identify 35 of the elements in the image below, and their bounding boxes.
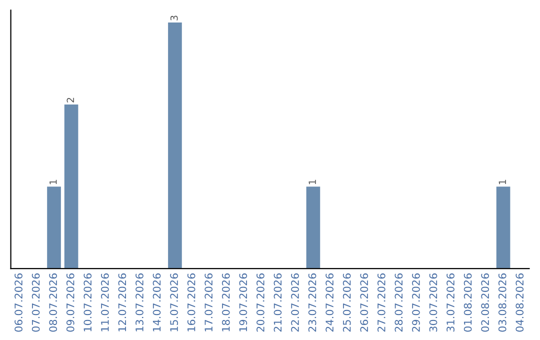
x-tick-label: 13.07.2026 [136, 273, 144, 332]
x-tick-label: 24.07.2026 [326, 273, 334, 332]
x-tick-label: 03.08.2026 [498, 273, 506, 332]
x-tick-label: 31.07.2026 [446, 273, 454, 332]
x-tick-label: 15.07.2026 [170, 273, 178, 332]
x-tick-label: 21.07.2026 [274, 273, 282, 332]
x-tick-label: 06.07.2026 [14, 273, 22, 332]
x-tick-label: 28.07.2026 [394, 273, 403, 332]
data-label: 1 [498, 180, 506, 184]
x-tick-label: 18.07.2026 [222, 273, 230, 332]
data-label: 2 [66, 98, 74, 102]
x-tick-label: 16.07.2026 [187, 273, 196, 332]
data-label: 3 [170, 16, 178, 20]
x-tick-label: 01.08.2026 [464, 273, 472, 332]
x-tick-label: 29.07.2026 [412, 273, 420, 332]
data-label: 1 [308, 180, 316, 184]
x-tick-label: 17.07.2026 [204, 273, 213, 332]
x-tick-label: 26.07.2026 [360, 273, 368, 332]
x-tick-label: 20.07.2026 [256, 273, 264, 332]
x-tick-label: 04.08.2026 [516, 273, 524, 332]
x-tick-label: 11.07.2026 [100, 273, 109, 332]
x-tick-label: 02.08.2026 [481, 273, 490, 332]
x-tick-label: 27.07.2026 [377, 273, 386, 332]
x-tick-label: 12.07.2026 [118, 273, 126, 332]
x-tick-label: 14.07.2026 [152, 273, 161, 332]
x-tick-label: 30.07.2026 [429, 273, 438, 332]
x-tick-label: 08.07.2026 [49, 273, 58, 332]
x-tick-label: 22.07.2026 [291, 273, 299, 332]
x-tick-label: 19.07.2026 [239, 273, 248, 332]
data-label: 1 [50, 180, 57, 184]
x-tick-label: 09.07.2026 [66, 273, 74, 332]
x-tick-label: 10.07.2026 [84, 273, 92, 332]
x-tick-label: 07.07.2026 [32, 273, 40, 332]
x-tick-label: 25.07.2026 [342, 273, 351, 332]
x-tick-label: 23.07.2026 [308, 273, 316, 332]
